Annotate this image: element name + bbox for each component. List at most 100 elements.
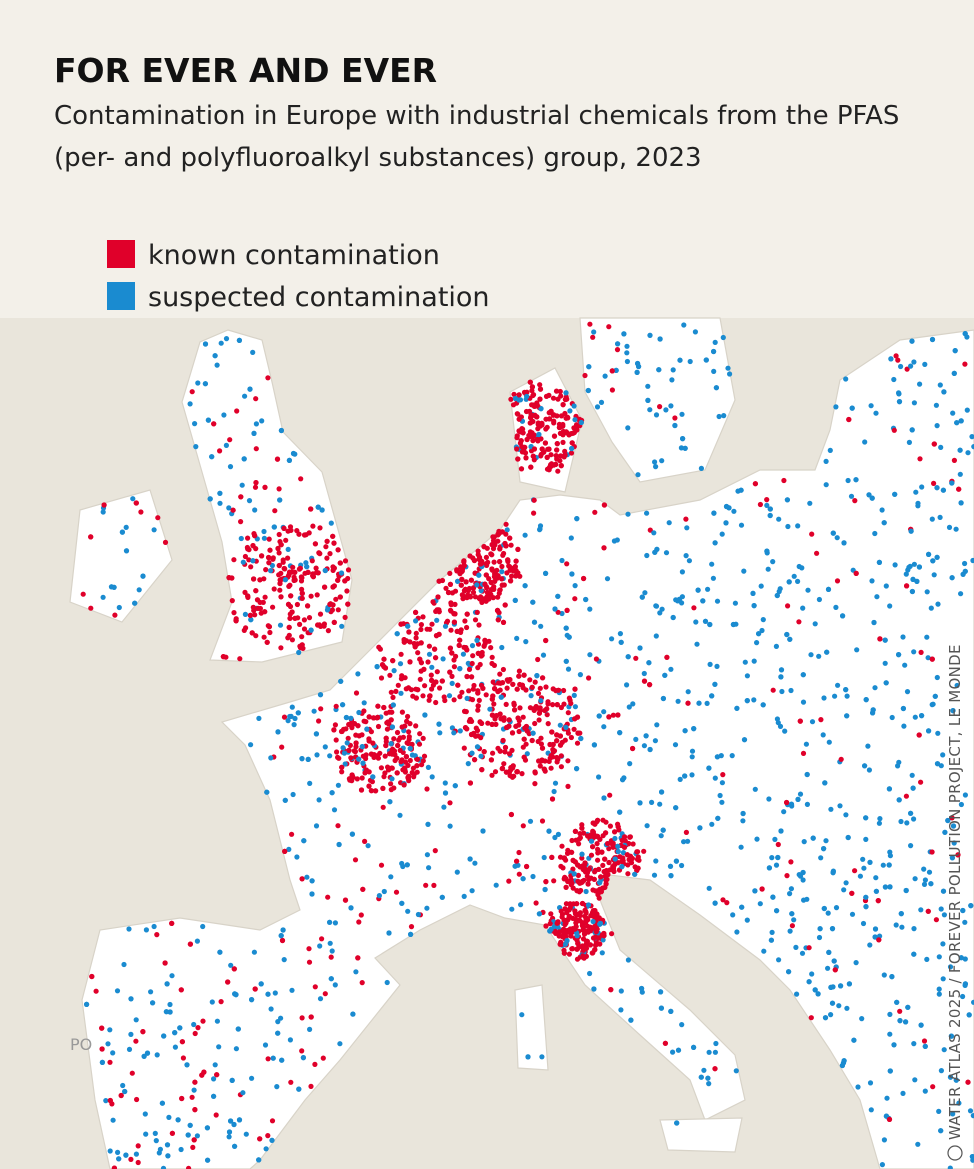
- site-dot: [252, 507, 258, 513]
- site-dot: [172, 1044, 178, 1050]
- site-dot: [544, 424, 550, 430]
- site-dot: [237, 656, 243, 662]
- site-dot: [617, 730, 623, 736]
- site-dot: [522, 583, 528, 589]
- site-dot: [472, 860, 478, 866]
- site-dot: [835, 682, 841, 688]
- site-dot: [809, 971, 815, 977]
- site-dot: [471, 682, 477, 689]
- site-dot: [548, 452, 554, 458]
- site-dot: [122, 1088, 128, 1095]
- site-dot: [262, 1042, 269, 1048]
- site-dot: [513, 558, 519, 564]
- legend-label: known contamination: [148, 240, 440, 271]
- site-dot: [495, 538, 501, 544]
- site-dot: [262, 594, 268, 600]
- site-dot: [404, 862, 410, 868]
- site-dot: [289, 987, 295, 993]
- site-dot: [415, 641, 421, 647]
- site-dot: [549, 729, 555, 735]
- site-dot: [591, 910, 597, 916]
- site-dot: [249, 997, 255, 1003]
- site-dot: [506, 717, 512, 723]
- site-dot: [712, 681, 718, 687]
- site-dot: [187, 401, 193, 407]
- site-dot: [130, 496, 136, 502]
- site-dot: [281, 957, 287, 963]
- site-dot: [190, 1144, 196, 1150]
- site-dot: [491, 559, 497, 565]
- site-dot: [424, 852, 430, 858]
- site-dot: [725, 365, 731, 371]
- site-dot: [647, 407, 653, 413]
- site-dot: [587, 652, 593, 658]
- site-dot: [460, 651, 466, 657]
- site-dot: [150, 1000, 156, 1006]
- site-dot: [906, 564, 912, 570]
- site-dot: [941, 912, 948, 918]
- site-dot: [306, 959, 313, 965]
- site-dot: [585, 881, 591, 887]
- site-dot: [466, 666, 473, 673]
- site-dot: [447, 645, 453, 651]
- site-dot: [591, 986, 597, 992]
- site-dot: [265, 991, 271, 997]
- site-dot: [272, 990, 278, 996]
- site-dot: [214, 362, 220, 368]
- site-dot: [568, 535, 574, 541]
- site-dot: [337, 594, 343, 600]
- site-dot: [518, 902, 524, 908]
- site-dot: [646, 660, 652, 666]
- site-dot: [377, 646, 383, 652]
- site-dot: [575, 940, 581, 947]
- site-dot: [602, 856, 608, 862]
- site-dot: [883, 583, 889, 589]
- site-dot: [698, 1074, 704, 1080]
- site-dot: [554, 441, 560, 447]
- site-dot: [816, 934, 823, 941]
- site-dot: [867, 859, 873, 865]
- site-dot: [116, 1156, 122, 1162]
- site-dot: [767, 512, 773, 519]
- site-dot: [400, 863, 406, 870]
- site-dot: [934, 761, 941, 767]
- site-dot: [962, 560, 968, 567]
- site-dot: [187, 941, 193, 947]
- site-dot: [506, 878, 512, 884]
- site-dot: [572, 704, 579, 710]
- site-dot: [770, 687, 776, 693]
- site-dot: [571, 403, 577, 409]
- site-dot: [475, 641, 482, 647]
- site-dot: [221, 412, 227, 418]
- site-dot: [625, 654, 631, 660]
- site-dot: [577, 880, 583, 886]
- site-dot: [413, 630, 419, 636]
- site-dot: [911, 951, 917, 957]
- site-dot: [929, 849, 935, 855]
- site-dot: [732, 600, 739, 606]
- site-dot: [448, 602, 454, 608]
- site-dot: [308, 506, 314, 512]
- site-dot: [250, 543, 256, 549]
- site-dot: [738, 522, 745, 528]
- site-dot: [599, 849, 605, 855]
- site-dot: [499, 529, 505, 535]
- site-dot: [381, 888, 387, 895]
- site-dot: [484, 585, 490, 591]
- site-dot: [247, 386, 253, 392]
- site-dot: [452, 783, 458, 789]
- site-dot: [437, 730, 443, 736]
- site-dot: [345, 567, 352, 573]
- site-dot: [144, 1050, 151, 1056]
- site-dot: [651, 530, 657, 536]
- map-label: PO: [70, 1035, 92, 1054]
- site-dot: [202, 341, 209, 347]
- site-dot: [567, 697, 573, 704]
- site-dot: [397, 747, 403, 754]
- site-dot: [274, 456, 281, 462]
- site-dot: [537, 685, 543, 691]
- site-dot: [189, 1094, 195, 1100]
- site-dot: [863, 904, 869, 910]
- site-dot: [494, 607, 501, 614]
